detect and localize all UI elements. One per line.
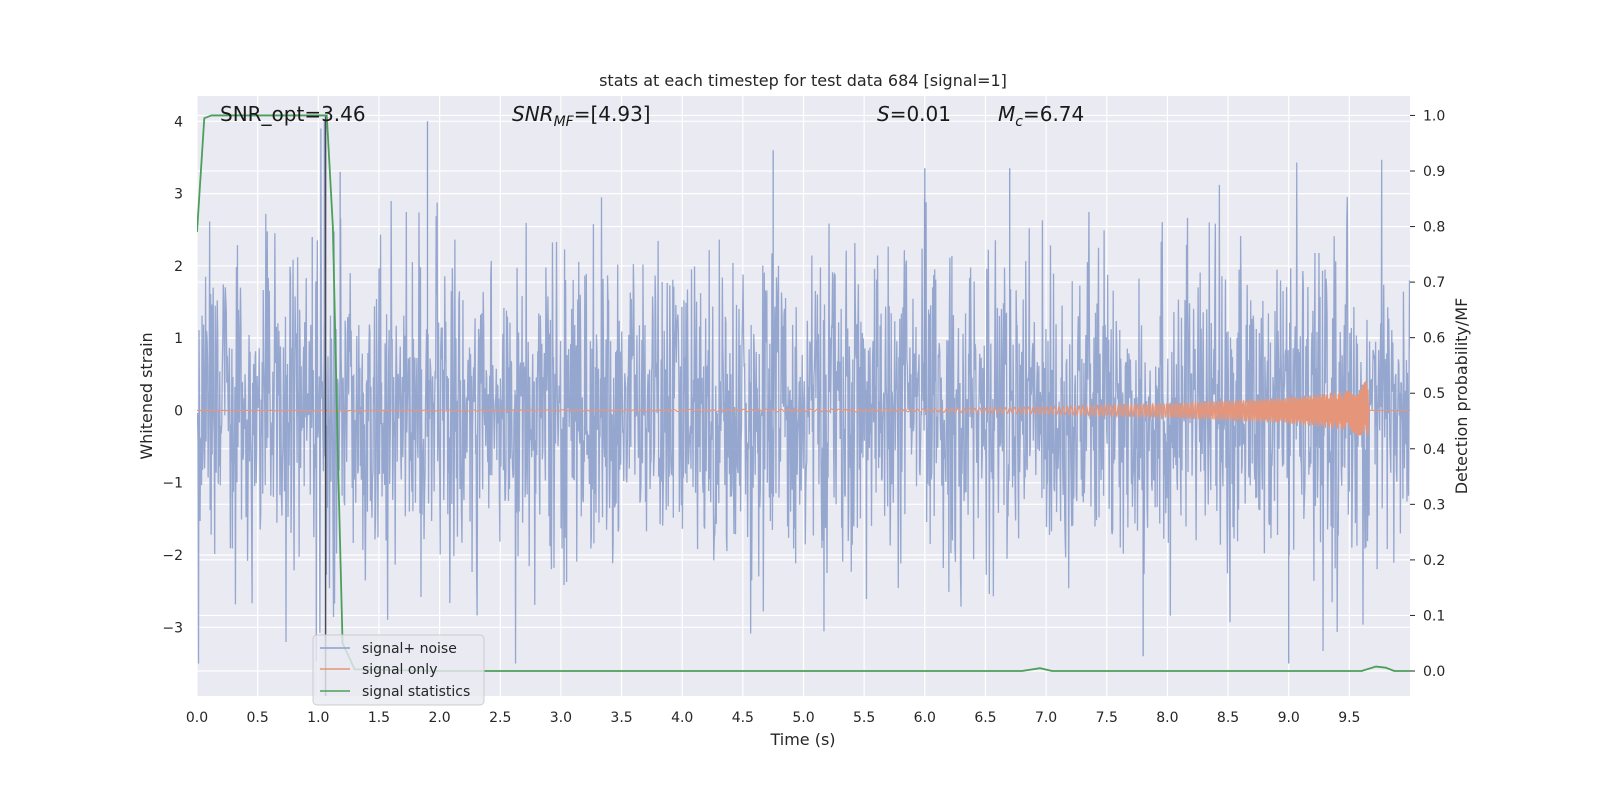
x-tick-label-18: 9.0 [1278, 710, 1300, 726]
y-left-tick-label-5: −1 [162, 476, 183, 492]
chart-title: stats at each timestep for test data 684… [599, 71, 1007, 90]
y-right-tick-label-5: 0.5 [1423, 386, 1445, 402]
x-tick-label-12: 6.0 [914, 710, 936, 726]
legend: signal+ noise signal only signal statist… [312, 634, 485, 706]
series-signal-noise [197, 121, 1410, 664]
y-left-axis-ticks: 4 3 2 1 0 −1 −2 −3 [162, 114, 183, 636]
signal-only-line [197, 381, 1410, 436]
annotation-snr-opt: SNR_opt=3.46 [220, 102, 366, 126]
x-tick-label-13: 6.5 [974, 710, 996, 726]
x-tick-label-2: 1.0 [307, 710, 329, 726]
x-tick-label-10: 5.0 [792, 710, 814, 726]
y-right-tick-label-4: 0.6 [1423, 331, 1445, 347]
y-right-tick-label-7: 0.3 [1423, 497, 1445, 513]
x-tick-label-7: 3.5 [610, 710, 632, 726]
x-tick-label-19: 9.5 [1338, 710, 1360, 726]
x-axis-ticks: 0.0 0.5 1.0 1.5 2.0 2.5 3.0 3.5 4.0 4.5 5.0 5.5 6.0 6… [186, 710, 1361, 726]
x-tick-label-14: 7.0 [1035, 710, 1057, 726]
x-tick-label-15: 7.5 [1096, 710, 1118, 726]
x-tick-label-3: 1.5 [368, 710, 390, 726]
legend-label-signal-statistics: signal statistics [362, 684, 470, 700]
y-left-tick-label-2: 2 [174, 259, 183, 275]
legend-label-signal-only: signal only [362, 662, 437, 678]
signal-noise-line [197, 128, 1410, 664]
y-left-axis-label: Whitened strain [137, 332, 156, 459]
x-tick-label-0: 0.0 [186, 710, 208, 726]
legend-box [312, 634, 485, 706]
y-right-axis-label: Detection probability/MF [1452, 298, 1471, 495]
y-right-tick-label-9: 0.1 [1423, 608, 1445, 624]
y-right-tick-label-6: 0.4 [1423, 442, 1445, 458]
y-right-axis-ticks: 1.0 0.9 0.8 0.7 0.6 0.5 0.4 0.3 0.2 0.1 0.0 [1410, 108, 1445, 680]
y-left-tick-label-6: −2 [162, 548, 183, 564]
x-tick-label-6: 3.0 [550, 710, 572, 726]
y-right-tick-label-0: 1.0 [1423, 108, 1445, 124]
annotation-s: S=0.01 [877, 102, 951, 126]
y-right-tick-label-10: 0.0 [1423, 664, 1445, 680]
x-tick-label-5: 2.5 [489, 710, 511, 726]
y-right-tick-label-3: 0.7 [1423, 275, 1445, 291]
legend-label-signal-noise: signal+ noise [362, 641, 457, 657]
y-left-tick-label-3: 1 [174, 331, 183, 347]
y-right-tick-label-8: 0.2 [1423, 553, 1445, 569]
annotation-snr-mf: SNRMF=[4.93] [512, 102, 651, 130]
y-right-tick-label-2: 0.8 [1423, 220, 1445, 236]
y-right-tick-label-1: 0.9 [1423, 164, 1445, 180]
y-left-tick-label-0: 4 [174, 114, 183, 130]
x-tick-label-8: 4.0 [671, 710, 693, 726]
x-axis-label: Time (s) [769, 730, 835, 749]
x-tick-label-1: 0.5 [247, 710, 269, 726]
x-tick-label-11: 5.5 [853, 710, 875, 726]
x-tick-label-17: 8.5 [1217, 710, 1239, 726]
x-tick-label-16: 8.0 [1156, 710, 1178, 726]
annotation-mc: Mc=6.74 [998, 102, 1084, 130]
x-tick-label-4: 2.0 [428, 710, 450, 726]
y-left-tick-label-7: −3 [162, 620, 183, 636]
y-left-tick-label-1: 3 [174, 187, 183, 203]
y-left-tick-label-4: 0 [174, 403, 183, 419]
series-signal-only [197, 381, 1410, 436]
x-tick-label-9: 4.5 [732, 710, 754, 726]
